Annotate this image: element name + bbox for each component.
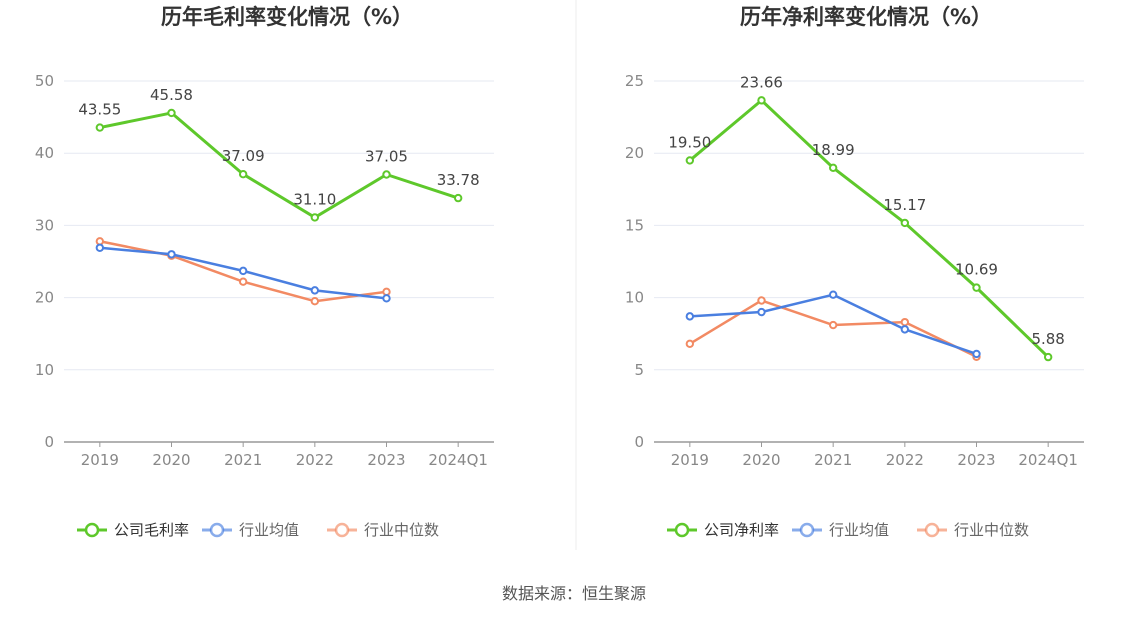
y-tick-label: 15: [625, 216, 644, 234]
legend-marker: [84, 522, 100, 538]
x-tick-label: 2023: [957, 451, 995, 469]
legend-item: 行业均值: [202, 521, 299, 539]
legend-item: 行业中位数: [917, 521, 1029, 539]
data-point: [828, 163, 838, 172]
x-tick-label: 2020: [742, 451, 780, 469]
chart-2: 历年净利率变化情况（%） 0 5 10 15 20 25 2019 2020 2021 2022 20…: [625, 5, 1084, 539]
data-label: 37.09: [222, 147, 265, 165]
y-tick-label: 20: [625, 144, 644, 162]
data-point: [1043, 352, 1053, 362]
data-point: [828, 290, 838, 299]
x-tick-label: 2021: [224, 451, 262, 469]
series-line-1: [688, 98, 1050, 359]
chart-1: 历年毛利率变化情况（%） 0 10 20 30 40 50 2019 2020 2021 2022 2…: [35, 5, 494, 539]
legend-marker: [799, 522, 815, 538]
data-point: [382, 287, 391, 297]
data-point: [238, 277, 248, 286]
y-tick-label: 0: [634, 433, 644, 451]
legend-label: 行业中位数: [364, 521, 439, 539]
data-label: 37.05: [365, 147, 408, 165]
legend-item: 行业中位数: [327, 521, 439, 539]
legend-marker: [924, 522, 940, 538]
data-point: [828, 320, 838, 330]
legend-label: 公司毛利率: [114, 521, 189, 539]
legend-item: 公司净利率: [667, 521, 779, 539]
data-point: [972, 349, 981, 359]
legend-item: 公司毛利率: [77, 521, 189, 539]
x-tick-label: 2022: [886, 451, 924, 469]
chart-title: 历年净利率变化情况（%）: [740, 5, 992, 29]
data-point: [382, 294, 391, 303]
legend-marker: [674, 522, 690, 538]
data-point: [310, 286, 320, 295]
legend-item: 行业均值: [792, 521, 889, 539]
data-label: 10.69: [955, 261, 998, 279]
data-label: 43.55: [78, 101, 121, 119]
legend-marker: [209, 522, 225, 538]
x-tick-label: 2019: [671, 451, 709, 469]
data-point: [167, 108, 176, 118]
data-label: 18.99: [812, 141, 855, 159]
data-point: [310, 297, 320, 306]
data-label: 45.58: [150, 86, 193, 104]
data-point: [382, 170, 391, 179]
legend-label: 公司净利率: [704, 521, 779, 539]
data-point: [900, 218, 910, 228]
data-label: 33.78: [437, 171, 480, 189]
y-tick-label: 25: [625, 72, 644, 90]
y-tick-label: 30: [35, 216, 54, 234]
data-label: 15.17: [883, 196, 926, 214]
data-point: [167, 250, 176, 259]
series-line-1: [99, 111, 459, 219]
data-label: 23.66: [740, 73, 783, 91]
x-tick-label: 2019: [81, 451, 119, 469]
x-tick-label: 2022: [296, 451, 334, 469]
y-tick-label: 0: [44, 433, 54, 451]
data-point: [95, 237, 105, 246]
y-tick-label: 40: [35, 144, 54, 162]
x-tick-label: 2024Q1: [428, 451, 488, 469]
chart-title: 历年毛利率变化情况（%）: [161, 5, 413, 29]
data-point: [238, 170, 248, 179]
data-point: [900, 325, 910, 334]
y-tick-label: 10: [625, 289, 644, 307]
legend-label: 行业均值: [239, 521, 299, 539]
data-point: [685, 339, 695, 349]
data-label: 5.88: [1031, 330, 1064, 348]
data-point: [972, 283, 981, 292]
data-point: [95, 243, 105, 252]
data-point: [685, 156, 695, 165]
y-tick-label: 5: [634, 361, 644, 379]
x-tick-label: 2021: [814, 451, 852, 469]
x-tick-label: 2020: [152, 451, 190, 469]
y-tick-label: 20: [35, 289, 54, 307]
x-tick-label: 2023: [367, 451, 405, 469]
x-tick-label: 2024Q1: [1018, 451, 1078, 469]
data-point: [95, 123, 105, 132]
data-source: 数据来源：恒生聚源: [501, 584, 646, 603]
data-point: [757, 296, 766, 305]
y-tick-label: 10: [35, 361, 54, 379]
legend-label: 行业中位数: [954, 521, 1029, 539]
data-point: [310, 213, 320, 222]
legend-label: 行业均值: [829, 521, 889, 539]
data-point: [685, 312, 695, 321]
data-point: [757, 307, 766, 317]
data-point: [238, 266, 248, 276]
data-point: [900, 317, 910, 327]
data-label: 19.50: [668, 133, 711, 151]
data-label: 31.10: [293, 190, 336, 208]
legend-marker: [334, 522, 350, 538]
y-tick-label: 50: [35, 72, 54, 90]
data-point: [453, 193, 463, 203]
data-point: [757, 96, 766, 105]
